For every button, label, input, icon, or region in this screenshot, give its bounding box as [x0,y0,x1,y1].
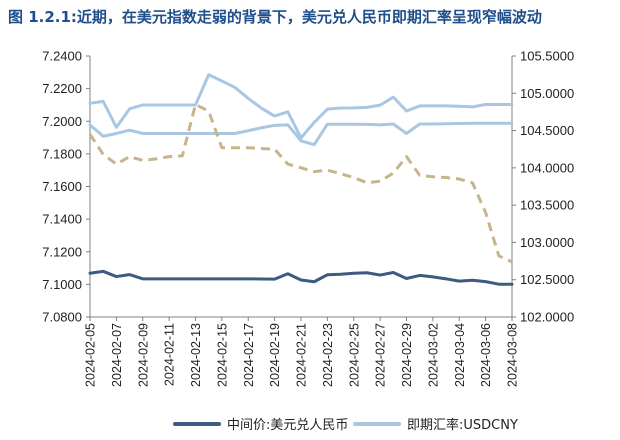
right-tick-label: 102.0000 [520,310,574,325]
right-tick-label: 104.5000 [520,123,574,138]
x-tick-label: 2024-02-29 [400,323,414,387]
x-tick-label: 2024-02-25 [347,323,361,387]
left-tick-label: 7.1600 [42,179,82,194]
right-y-axis: 102.0000 102.5000 103.0000 103.5000 104.0000… [511,49,574,325]
legend: 中间价:美元兑人民币 即期汇率:USDCNY [173,417,518,433]
x-tick-label: 2024-02-07 [110,323,124,387]
series-line-2 [88,73,514,140]
x-tick-label: 2024-03-02 [426,323,440,387]
left-tick-label: 7.1000 [42,277,82,292]
right-tick-label: 105.5000 [520,49,574,64]
x-tick-label: 2024-02-17 [242,323,256,387]
x-tick-label: 2024-02-19 [268,323,282,387]
right-tick-label: 103.0000 [520,235,574,250]
right-tick-label: 103.5000 [520,198,574,213]
left-tick-label: 7.2000 [42,114,82,129]
x-tick-label: 2024-02-09 [136,323,150,387]
x-tick-label: 2024-02-27 [374,323,388,387]
legend-label: 中间价:美元兑人民币 [227,418,348,433]
right-tick-label: 102.5000 [520,272,574,287]
left-tick-label: 7.1800 [42,146,82,161]
left-tick-label: 7.2400 [42,49,82,64]
left-tick-label: 7.1200 [42,244,82,259]
left-tick-label: 7.1400 [42,212,82,227]
series-lines [88,73,514,286]
right-tick-label: 105.0000 [520,86,574,101]
chart-title: 图 1.2.1:近期，在美元指数走弱的背景下，美元兑人民币即期汇率呈现窄幅波动 [8,8,542,26]
series-line-4 [88,102,513,264]
x-tick-label: 2024-03-06 [479,323,493,387]
x-tick-label: 2024-02-21 [295,323,309,387]
legend-label: 即期汇率:USDCNY [407,417,518,433]
series-line-3 [88,121,514,147]
x-tick-label: 2024-02-11 [163,323,177,386]
x-tick-label: 2024-03-08 [506,323,520,387]
left-y-axis: 7.0800 7.1000 7.1200 7.1400 7.1600 7.1800 7.20… [42,49,91,325]
x-tick-label: 2024-02-13 [189,323,203,387]
left-tick-label: 7.0800 [42,310,82,325]
x-tick-label: 2024-02-23 [321,323,335,387]
x-tick-label: 2024-03-04 [453,323,467,387]
x-tick-label: 2024-02-15 [215,323,229,387]
series-line-1 [88,269,514,286]
x-tick-label: 2024-02-05 [84,323,98,387]
right-tick-label: 104.0000 [520,160,574,175]
left-tick-label: 7.2200 [42,81,82,96]
x-axis: 2024-02-05 2024-02-07 2024-02-09 2024-02-11… [84,316,520,387]
